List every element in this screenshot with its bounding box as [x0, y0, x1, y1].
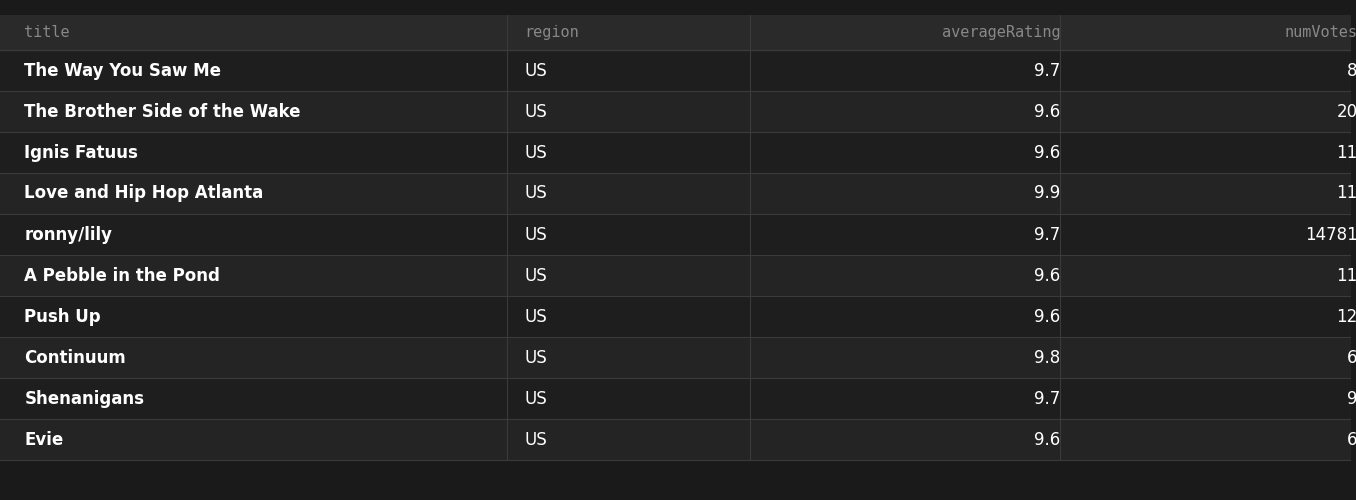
Text: 9: 9: [1347, 390, 1356, 407]
Text: 14781: 14781: [1304, 226, 1356, 244]
Text: 9.7: 9.7: [1035, 62, 1060, 80]
Text: Love and Hip Hop Atlanta: Love and Hip Hop Atlanta: [24, 184, 263, 202]
Text: US: US: [523, 184, 546, 202]
Text: numVotes: numVotes: [1284, 25, 1356, 40]
Text: title: title: [24, 25, 71, 40]
Text: Continuum: Continuum: [24, 348, 126, 366]
Text: 11: 11: [1336, 184, 1356, 202]
Text: 11: 11: [1336, 144, 1356, 162]
Text: US: US: [523, 430, 546, 448]
Text: Ignis Fatuus: Ignis Fatuus: [24, 144, 138, 162]
Text: 9.7: 9.7: [1035, 226, 1060, 244]
FancyBboxPatch shape: [0, 91, 1351, 132]
Text: US: US: [523, 102, 546, 120]
FancyBboxPatch shape: [0, 132, 1351, 173]
Text: averageRating: averageRating: [941, 25, 1060, 40]
FancyBboxPatch shape: [0, 15, 1351, 50]
Text: 6: 6: [1347, 348, 1356, 366]
Text: 20: 20: [1337, 102, 1356, 120]
Text: region: region: [523, 25, 579, 40]
Text: 12: 12: [1336, 308, 1356, 326]
Text: The Brother Side of the Wake: The Brother Side of the Wake: [24, 102, 301, 120]
Text: US: US: [523, 390, 546, 407]
Text: US: US: [523, 266, 546, 284]
FancyBboxPatch shape: [0, 214, 1351, 255]
Text: 6: 6: [1347, 430, 1356, 448]
Text: 8: 8: [1347, 62, 1356, 80]
Text: 9.6: 9.6: [1035, 430, 1060, 448]
Text: 9.6: 9.6: [1035, 266, 1060, 284]
FancyBboxPatch shape: [0, 173, 1351, 214]
Text: 9.9: 9.9: [1035, 184, 1060, 202]
FancyBboxPatch shape: [0, 337, 1351, 378]
FancyBboxPatch shape: [0, 378, 1351, 419]
Text: US: US: [523, 144, 546, 162]
Text: Evie: Evie: [24, 430, 64, 448]
Text: ronny/lily: ronny/lily: [24, 226, 113, 244]
Text: 9.8: 9.8: [1035, 348, 1060, 366]
Text: The Way You Saw Me: The Way You Saw Me: [24, 62, 221, 80]
Text: 9.7: 9.7: [1035, 390, 1060, 407]
Text: US: US: [523, 308, 546, 326]
Text: 9.6: 9.6: [1035, 144, 1060, 162]
Text: A Pebble in the Pond: A Pebble in the Pond: [24, 266, 220, 284]
FancyBboxPatch shape: [0, 419, 1351, 460]
FancyBboxPatch shape: [0, 50, 1351, 91]
Text: US: US: [523, 348, 546, 366]
FancyBboxPatch shape: [0, 296, 1351, 337]
Text: US: US: [523, 62, 546, 80]
Text: 9.6: 9.6: [1035, 102, 1060, 120]
Text: 9.6: 9.6: [1035, 308, 1060, 326]
Text: Push Up: Push Up: [24, 308, 100, 326]
Text: US: US: [523, 226, 546, 244]
Text: Shenanigans: Shenanigans: [24, 390, 144, 407]
FancyBboxPatch shape: [0, 255, 1351, 296]
Text: 11: 11: [1336, 266, 1356, 284]
